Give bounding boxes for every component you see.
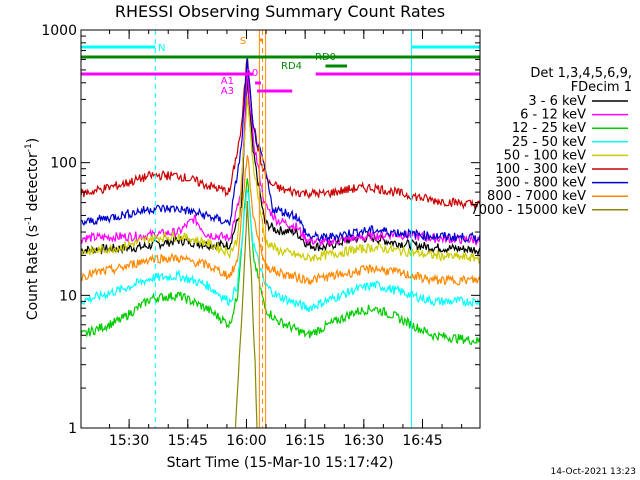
y-tick-label: 10 bbox=[59, 288, 77, 304]
flag-label-a3: A3 bbox=[221, 86, 234, 97]
series-line-300-800-kev bbox=[80, 55, 481, 244]
legend-header-line-1: Det 1,3,4,5,6,9, bbox=[530, 66, 632, 81]
legend-label-7000-15000-kev: 7000 - 15000 keV bbox=[471, 203, 587, 218]
flag-label-rd4: RD4 bbox=[281, 61, 302, 72]
series-line-7000-15000-kev bbox=[234, 200, 258, 428]
legend-label-12-25-kev: 12 - 25 keV bbox=[512, 121, 586, 136]
flag-label-a0: A0 bbox=[245, 68, 258, 79]
x-tick-label: 16:00 bbox=[226, 433, 266, 449]
y-axis-label: Count Rate (s-1 detector-1) bbox=[24, 138, 41, 320]
series-line-800-7000-kev bbox=[80, 155, 481, 286]
flag-label-a1: A1 bbox=[221, 76, 234, 87]
legend-header-line-2: FDecim 1 bbox=[571, 80, 632, 95]
x-tick-label: 16:15 bbox=[285, 433, 325, 449]
x-tick-label: 16:45 bbox=[402, 433, 442, 449]
y-label-part-4: -1 bbox=[24, 143, 34, 152]
x-axis-label: Start Time (15-Mar-10 15:17:42) bbox=[167, 455, 394, 471]
legend-label-3-6-kev: 3 - 6 keV bbox=[528, 94, 586, 109]
state-bar-layer bbox=[81, 38, 480, 93]
legend-label-6-12-kev: 6 - 12 keV bbox=[520, 108, 586, 123]
series-line-12-25-kev bbox=[80, 178, 481, 345]
legend-label-300-800-kev: 300 - 800 keV bbox=[495, 176, 586, 191]
y-tick-label: 100 bbox=[50, 156, 77, 172]
legend-label-25-50-kev: 25 - 50 keV bbox=[512, 135, 586, 150]
series-layer bbox=[80, 55, 481, 428]
legend-label-100-300-kev: 100 - 300 keV bbox=[495, 162, 586, 177]
y-label-part-1: Count Rate (s bbox=[25, 225, 41, 320]
legend-label-50-100-kev: 50 - 100 keV bbox=[504, 148, 587, 163]
flag-label-s: S bbox=[240, 36, 246, 47]
legend-label-800-7000-kev: 800 - 7000 keV bbox=[487, 189, 586, 204]
y-tick-label: 1 bbox=[68, 421, 77, 437]
plot-frame bbox=[80, 29, 481, 429]
y-axis: 1 10 100 1000 bbox=[41, 23, 480, 437]
x-tick-label: 16:30 bbox=[344, 433, 384, 449]
x-tick-label: 15:30 bbox=[109, 433, 149, 449]
y-label-part-3: detector bbox=[25, 152, 41, 216]
y-tick-label: 1000 bbox=[41, 23, 77, 39]
x-axis: 15:30 15:45 16:00 16:15 16:30 16:45 bbox=[109, 30, 463, 449]
series-line-25-50-kev bbox=[80, 188, 481, 313]
x-tick-label: 15:45 bbox=[168, 433, 208, 449]
timestamp: 14-Oct-2021 13:23 bbox=[551, 467, 636, 477]
chart-title: RHESSI Observing Summary Count Rates bbox=[115, 2, 445, 21]
y-label-part-5: ) bbox=[25, 138, 41, 143]
series-line-50-100-kev bbox=[80, 96, 481, 265]
y-label-part-2: -1 bbox=[24, 216, 34, 225]
flag-label-n: N bbox=[158, 43, 165, 54]
series-line-100-300-kev bbox=[80, 56, 481, 210]
flag-label-rd0: RD0 bbox=[315, 52, 336, 63]
series-line-3-6-kev bbox=[80, 76, 481, 257]
